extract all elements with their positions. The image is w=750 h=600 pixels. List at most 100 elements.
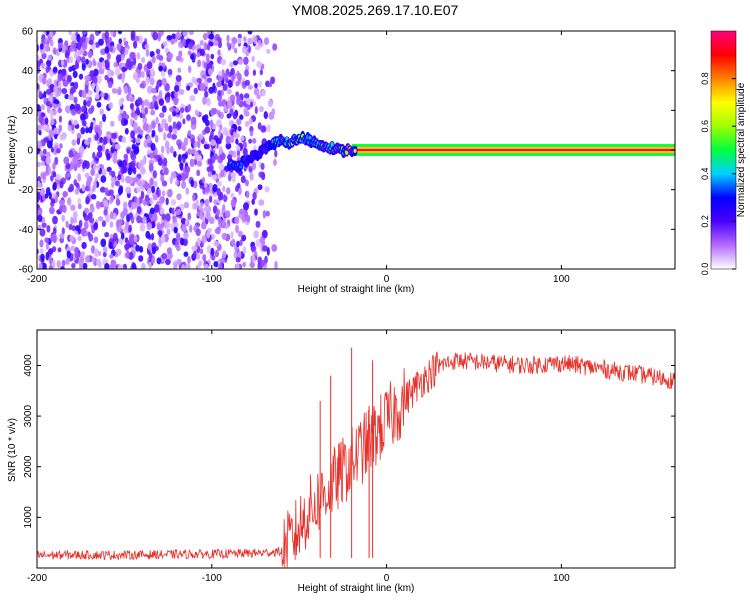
heatmap-cell [265,210,270,217]
heatmap-cell [40,62,46,69]
heatmap-cell [132,166,137,175]
heatmap-cell [169,106,175,112]
heatmap-cell [55,173,62,180]
heatmap-cell [194,109,199,117]
heatmap-cell [103,92,109,100]
heatmap-cell [243,107,249,115]
heatmap-cell [130,112,136,118]
heatmap-cell [177,67,182,73]
heatmap-cell [62,204,67,214]
heatmap-cell [195,228,201,237]
heatmap-cell [151,129,156,138]
heatmap-cell [45,88,52,95]
heatmap-cell [73,119,78,126]
heatmap-cell [252,69,256,76]
heatmap-cell [239,239,243,247]
heatmap-cell [183,251,189,257]
heatmap-cell [148,252,153,260]
heatmap-cell [90,105,95,112]
heatmap-cell [262,209,267,219]
heatmap-cell [104,74,109,81]
heatmap-cell [159,196,165,205]
heatmap-cell [93,164,97,171]
heatmap-cell [72,70,78,79]
heatmap-cell [179,112,184,120]
heatmap-cell [81,241,87,250]
heatmap-cell [135,137,141,144]
heatmap-cell [154,134,159,143]
heatmap-cell [73,163,78,172]
heatmap-cell [124,243,130,250]
heatmap-cell [117,174,122,181]
heatmap-cell [238,186,242,195]
heatmap-cell [91,257,96,263]
y-tick-label: 40 [22,66,34,77]
heatmap-cell [104,46,110,54]
heatmap-cell [41,172,47,179]
heatmap-cell [197,59,202,68]
heatmap-cell [134,176,140,183]
heatmap-cell [97,216,104,222]
heatmap-cell [119,108,124,114]
heatmap-cell [58,115,63,123]
heatmap-cell [140,190,145,200]
heatmap-cell [187,50,192,56]
heatmap-cell [52,47,57,55]
heatmap-cell [133,235,138,243]
heatmap-cell [117,264,123,269]
heatmap-cell [61,259,66,267]
heatmap-cell [105,63,110,71]
heatmap-cell [57,247,62,253]
heatmap-cell [78,258,84,266]
heatmap-cell [109,31,114,37]
heatmap-cell [152,194,158,201]
heatmap-cell [205,211,212,220]
heatmap-cell [251,55,255,63]
heatmap-cell [39,228,46,237]
heatmap-cell [95,85,100,95]
colorbar-tick-label: 0.8 [700,72,710,85]
heatmap-cell [141,56,146,64]
heatmap-cell [149,177,154,186]
heatmap-cell [49,265,53,269]
heatmap-cell [52,162,56,170]
heatmap-cell [74,225,81,232]
heatmap-cell [235,80,240,87]
heatmap-cell [217,49,221,56]
heatmap-cell [212,184,218,192]
heatmap-cell [197,262,201,269]
heatmap-cell [65,257,70,265]
heatmap-cell [104,263,110,269]
heatmap-cell [82,262,88,269]
heatmap-cell [94,124,101,133]
heatmap-cell [199,214,204,220]
heatmap-cell [76,137,81,145]
heatmap-cell [222,83,228,91]
heatmap-cell [175,107,180,113]
heatmap-cell [86,100,91,107]
heatmap-cell [196,52,201,58]
heatmap-cell [38,90,42,98]
heatmap-cell [233,47,238,54]
heatmap-cell [252,138,257,144]
heatmap-cell [238,58,243,65]
colorbar-frame [710,30,737,270]
heatmap-cell [148,163,154,172]
heatmap-cell [181,39,186,47]
heatmap-cell [245,50,250,57]
heatmap-cell [182,145,187,152]
heatmap-cell [212,82,216,91]
heatmap-cell [203,206,208,213]
heatmap-cell [252,145,257,151]
heatmap-cell [43,90,47,99]
heatmap-cell [251,255,256,264]
heatmap-cell [206,245,212,254]
heatmap-cell [156,80,160,89]
heatmap-cell [127,86,132,95]
heatmap-cell [141,262,146,269]
heatmap-cell [37,209,41,216]
heatmap-cell [120,232,125,240]
snr-y-ticks: 1000 2000 3000 4000 [23,354,675,528]
heatmap-cell [149,77,155,86]
